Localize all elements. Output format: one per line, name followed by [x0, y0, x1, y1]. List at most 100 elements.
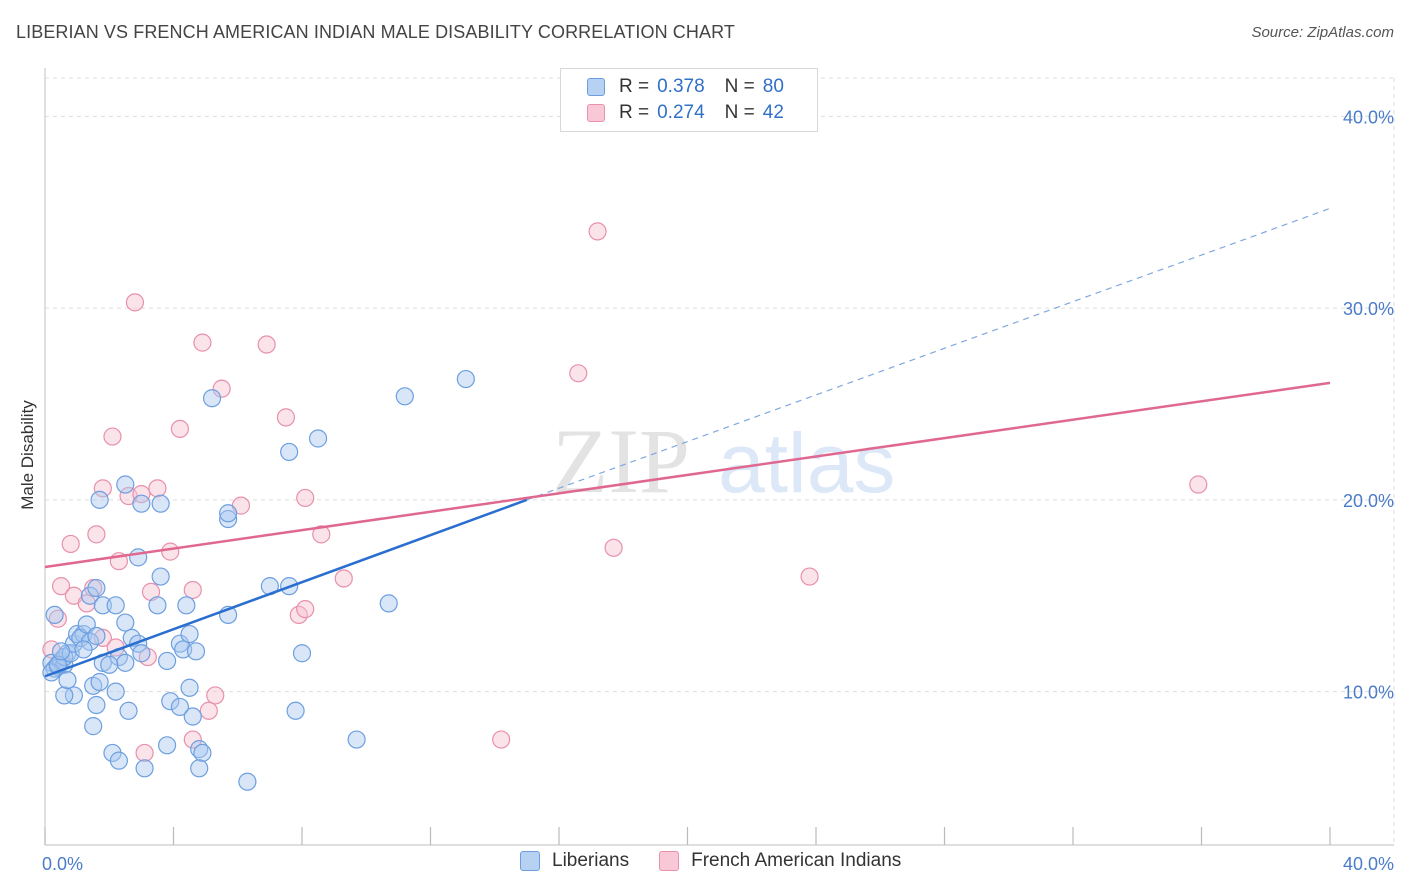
axes: [44, 68, 1394, 846]
french-american-indians-point-15: [132, 484, 151, 504]
liberians-point-22: [106, 596, 125, 615]
y-tick-label-40: 40.0%: [1343, 107, 1394, 127]
x-tick-label-40: 40.0%: [1343, 854, 1394, 874]
liberians-point-48: [148, 596, 167, 615]
french-american-indians-point-3: [61, 534, 80, 554]
liberians-point-61: [308, 429, 328, 448]
liberians-point-37: [193, 743, 212, 763]
french-american-indians-point-26: [276, 408, 296, 427]
y-tick-label-10: 10.0%: [1343, 683, 1394, 703]
liberians-point-5: [45, 605, 64, 625]
r-label: R =: [619, 76, 650, 97]
french-american-indians-point-19: [161, 542, 180, 561]
legend-label-french-american-indians: French American Indians: [691, 850, 902, 871]
liberians-point-46: [186, 642, 206, 661]
liberians-point-71: [183, 707, 202, 726]
french-american-indians-point-41: [1189, 475, 1208, 494]
liberians-point-57: [219, 509, 238, 529]
x-tick-label-0: 0.0%: [42, 854, 83, 874]
liberians-point-58: [219, 504, 238, 523]
french-american-indians-point-30: [312, 525, 331, 544]
legend-label-liberians: Liberians: [552, 850, 630, 871]
liberians-point-25: [90, 672, 109, 692]
french-american-indians-point-17: [148, 479, 167, 498]
liberians-point-16: [58, 670, 77, 690]
liberians-point-68: [161, 692, 180, 711]
legend-item-liberians: Liberians: [520, 850, 629, 872]
r-value-french-american-indians: 0.274: [657, 102, 705, 123]
chart-title: LIBERIAN VS FRENCH AMERICAN INDIAN MALE …: [16, 22, 735, 42]
liberians-point-79: [51, 642, 71, 661]
french-american-indians-point-22: [193, 333, 212, 352]
french-american-indians-point-35: [135, 743, 154, 763]
french-american-indians-point-31: [334, 569, 353, 588]
french-american-indians-point-6: [87, 525, 106, 544]
liberians-swatch-icon: [587, 78, 605, 96]
french-american-indians-point-36: [492, 730, 511, 749]
liberians-point-52: [129, 548, 148, 567]
r-value-liberians: 0.378: [657, 76, 705, 97]
liberians-point-20: [87, 578, 106, 598]
french-american-indians-swatch-icon: [587, 104, 605, 122]
r-label: R =: [619, 102, 650, 123]
liberians-point-38: [190, 759, 209, 778]
liberians-point-59: [202, 389, 222, 408]
french-american-indians-point-33: [199, 701, 218, 720]
liberians-point-51: [151, 567, 170, 586]
liberians-point-76: [100, 655, 119, 674]
liberians-point-77: [74, 640, 93, 659]
liberians-point-70: [180, 678, 199, 697]
series-french-american-indians-points: [42, 222, 1208, 763]
liberians-point-55: [132, 494, 151, 513]
n-label: N =: [724, 102, 755, 123]
series-legend: Liberians French American Indians: [520, 850, 931, 872]
liberians-point-47: [180, 624, 199, 644]
french-american-indians-point-9: [93, 479, 112, 498]
liberians-point-54: [116, 475, 135, 494]
french-american-indians-point-20: [170, 419, 190, 439]
french-american-indians-trend-line: [44, 381, 1331, 569]
n-label: N =: [724, 76, 755, 97]
liberians-point-43: [157, 651, 177, 671]
liberians-legend-swatch-icon: [520, 851, 540, 871]
liberians-point-69: [170, 697, 190, 717]
liberians-point-53: [90, 490, 109, 509]
french-american-indians-point-14: [125, 293, 145, 312]
trend-lines: [44, 207, 1331, 678]
liberians-point-30: [119, 701, 138, 720]
french-american-indians-legend-swatch-icon: [659, 851, 680, 871]
french-american-indians-point-39: [604, 538, 623, 557]
liberians-point-31: [84, 717, 103, 736]
french-american-indians-point-25: [257, 335, 276, 354]
french-american-indians-point-27: [296, 488, 315, 508]
watermark-atlas: atlas: [718, 416, 895, 510]
french-american-indians-point-40: [800, 567, 819, 586]
liberians-trend-extension: [526, 207, 1331, 501]
series-liberians-points: [42, 369, 475, 791]
liberians-point-42: [132, 644, 151, 663]
french-american-indians-point-23: [212, 379, 231, 398]
french-american-indians-point-10: [103, 427, 122, 446]
liberians-point-60: [280, 442, 299, 462]
y-tick-label-30: 30.0%: [1343, 299, 1394, 319]
french-american-indians-point-32: [206, 686, 225, 705]
stats-legend-row-liberians: R = 0.378 N = 80: [587, 75, 784, 99]
liberians-point-28: [106, 682, 125, 701]
liberians-point-62: [395, 387, 414, 406]
french-american-indians-point-2: [51, 577, 71, 596]
n-value-liberians: 80: [762, 76, 784, 97]
watermark-zip: ZIP: [552, 410, 690, 512]
liberians-point-67: [292, 644, 312, 663]
stats-legend: R = 0.378 N = 80 R = 0.274 N = 42: [560, 68, 818, 132]
stats-legend-row-french-american-indians: R = 0.274 N = 42: [587, 101, 784, 125]
liberians-point-39: [238, 772, 257, 791]
liberians-point-78: [87, 626, 106, 646]
liberians-point-14: [64, 686, 84, 705]
liberians-point-66: [379, 594, 398, 613]
chart-source: Source: ZipAtlas.com: [1251, 24, 1394, 41]
liberians-point-35: [157, 736, 177, 755]
liberians-point-72: [286, 701, 305, 720]
liberians-point-73: [347, 730, 366, 749]
tick-labels: 10.0% 20.0% 30.0% 40.0% 0.0% 40.0%: [42, 107, 1394, 874]
